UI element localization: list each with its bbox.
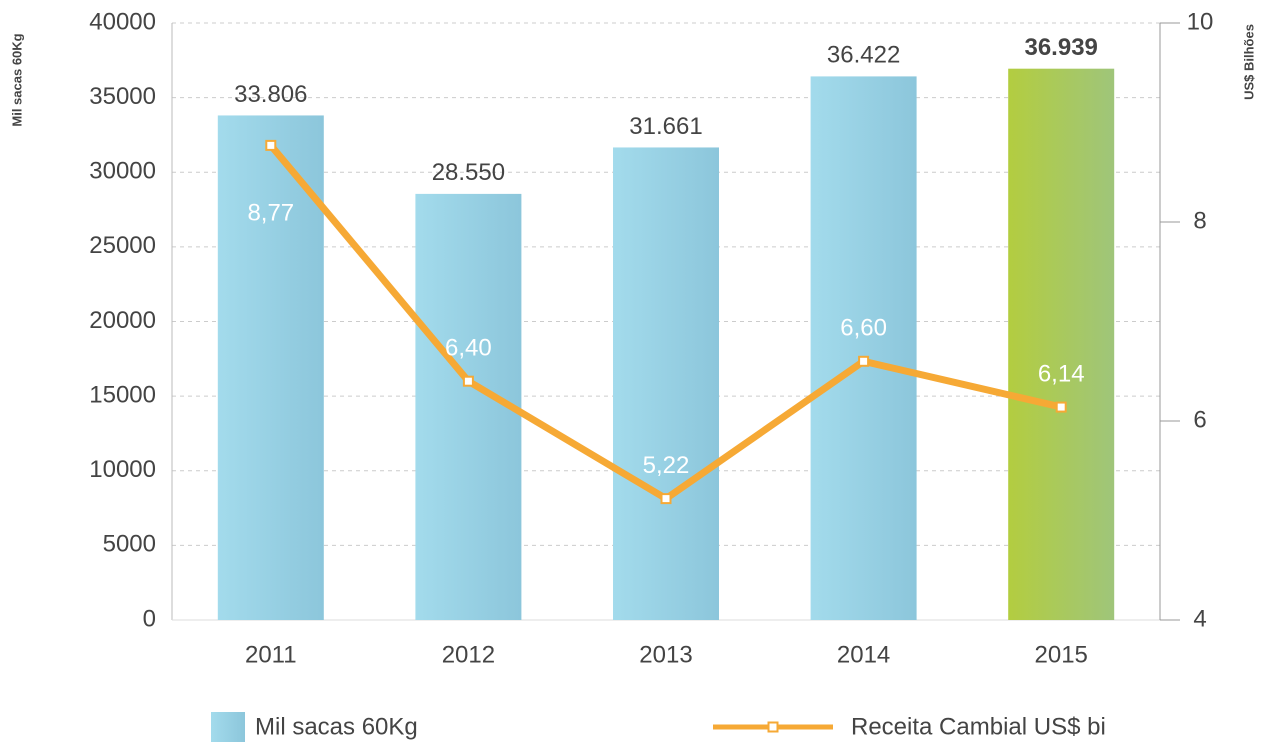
x-tick-label: 2011 [245, 641, 297, 668]
legend-label: Receita Cambial US$ bi [851, 713, 1106, 740]
y-tick-label: 0 [143, 605, 156, 632]
y2-axis-title: US$ Bilhões [1241, 24, 1256, 100]
line-value-label: 6,60 [840, 315, 887, 342]
y-axis-title: Mil sacas 60Kg [9, 33, 24, 126]
y-tick-label: 25000 [89, 232, 156, 259]
legend-swatch [211, 712, 245, 742]
bar [1008, 68, 1115, 620]
line-marker [265, 139, 277, 151]
bar [217, 115, 324, 621]
bar-value-label: 36.422 [827, 42, 900, 69]
y-tick-label: 15000 [89, 381, 156, 408]
y-tick-label: 30000 [89, 158, 156, 185]
x-tick-label: 2012 [442, 641, 495, 668]
y-tick-label: 5000 [103, 531, 156, 558]
x-tick-label: 2013 [639, 641, 692, 668]
y2-tick-label: 4 [1193, 605, 1206, 632]
y2-tick-label: 10 [1187, 8, 1214, 35]
bar-value-label: 36.939 [1024, 34, 1097, 61]
line-marker [660, 493, 672, 505]
line-value-label: 8,77 [247, 200, 294, 227]
legend-swatch [767, 721, 779, 733]
bar-value-label: 31.661 [629, 113, 702, 140]
line-marker [858, 355, 870, 367]
x-tick-label: 2014 [837, 641, 890, 668]
y-tick-label: 20000 [89, 307, 156, 334]
line-marker [1055, 401, 1067, 413]
y2-tick-label: 6 [1193, 406, 1206, 433]
legend-label: Mil sacas 60Kg [255, 713, 418, 740]
bar-value-label: 28.550 [432, 159, 505, 186]
bar-value-label: 33.806 [234, 81, 307, 108]
x-tick-label: 2015 [1035, 641, 1088, 668]
line-value-label: 6,40 [445, 335, 492, 362]
bar [415, 193, 522, 621]
line-value-label: 6,14 [1038, 360, 1085, 387]
bar [613, 147, 719, 620]
line-value-label: 5,22 [643, 452, 690, 479]
y2-tick-label: 8 [1193, 207, 1206, 234]
y-tick-label: 10000 [89, 456, 156, 483]
bar [810, 76, 917, 620]
y-tick-label: 40000 [89, 8, 156, 35]
y-tick-label: 35000 [89, 83, 156, 110]
line-marker [462, 375, 474, 387]
